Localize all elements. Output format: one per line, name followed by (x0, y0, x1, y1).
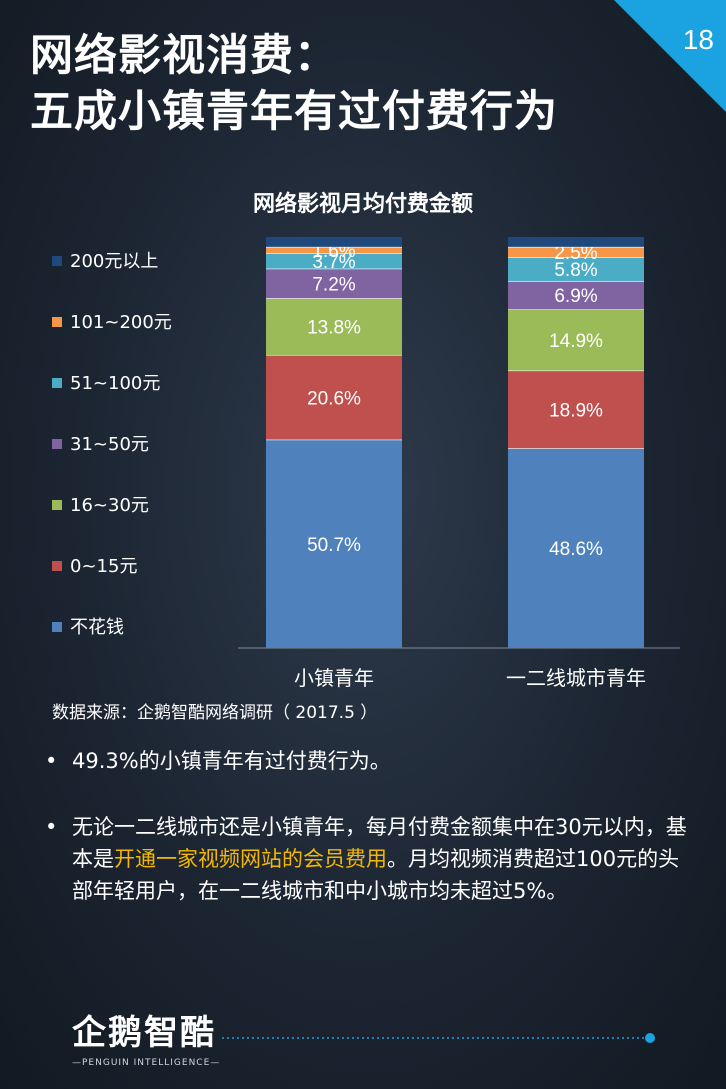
logo-subtext: —PENGUIN INTELLIGENCE— (72, 1058, 221, 1068)
bullet-item: • 49.3%的小镇青年有过付费行为。 (40, 745, 700, 777)
data-label: 18.9% (549, 400, 603, 421)
data-label: 7.2% (312, 274, 355, 295)
legend-swatch (52, 561, 62, 571)
title-line-2: 五成小镇青年有过付费行为 (30, 87, 558, 137)
bar-segment (508, 370, 644, 449)
legend-swatch (52, 378, 62, 388)
bar-segment (266, 246, 402, 254)
legend-label: 200元以上 (70, 251, 158, 272)
brand-logo: 企鹅智酷 —PENGUIN INTELLIGENCE— (72, 1005, 222, 1068)
legend-label: 0~15元 (70, 556, 137, 577)
legend-swatch (52, 500, 62, 510)
bullet-text-post: 。月均视频消费超过100元的头部年轻用户，在一二线城市和中小城市均未超过5%。 (72, 847, 680, 903)
corner-triangle-icon (614, 0, 726, 112)
bullet-highlight: 开通一家视频网站的会员费用 (114, 847, 387, 871)
category-label: 小镇青年 (294, 666, 374, 690)
bar-segment (508, 309, 644, 371)
bar-segment (508, 257, 644, 281)
page-number: 18 (682, 24, 714, 55)
legend-label: 51~100元 (70, 373, 160, 394)
data-label: 50.7% (307, 535, 361, 556)
data-label: 3.7% (312, 252, 355, 273)
decorative-dotted-line (222, 1033, 655, 1043)
legend-swatch (52, 317, 62, 327)
stacked-bar-chart: 50.7%20.6%13.8%7.2%3.7%1.6%小镇青年48.6%18.9… (52, 237, 680, 690)
bar-segment (266, 268, 402, 299)
data-label: 48.6% (549, 539, 603, 560)
page-title: 网络影视消费： 五成小镇青年有过付费行为 (30, 28, 590, 140)
bullet-item: • 无论一二线城市还是小镇青年，每月付费金额集中在30元以内，基本是开通一家视频… (40, 811, 700, 907)
bullet-marker: • (45, 749, 58, 773)
bar-segment (508, 280, 644, 310)
bar-segment (508, 237, 644, 247)
bar-segment (266, 253, 402, 269)
bullet-marker: • (45, 815, 58, 839)
bullet-list: • 49.3%的小镇青年有过付费行为。 • 无论一二线城市还是小镇青年，每月付费… (40, 745, 700, 941)
bar-segment (266, 237, 402, 247)
bar-segment (508, 448, 644, 648)
legend-swatch (52, 256, 62, 266)
data-label: 6.9% (554, 286, 597, 307)
line-end-dot-icon (645, 1033, 655, 1043)
bar-segment (266, 439, 402, 648)
bar-segment (266, 354, 402, 440)
chart-title: 网络影视月均付费金额 (252, 192, 473, 217)
data-label: 5.8% (554, 260, 597, 281)
data-label: 13.8% (307, 318, 361, 339)
data-label: 2.5% (554, 243, 597, 264)
legend-swatch (52, 439, 62, 449)
legend-label: 16~30元 (70, 495, 149, 516)
data-label: 20.6% (307, 388, 361, 409)
bullet-text-pre: 无论一二线城市还是小镇青年，每月付费金额集中在30元以内，基本是 (72, 815, 687, 871)
logo-text: 企鹅智酷 (72, 1013, 216, 1053)
legend-label: 31~50元 (70, 434, 149, 455)
title-line-1: 网络影视消费： (30, 31, 338, 81)
page-corner-badge: 18 (614, 0, 726, 112)
legend-swatch (52, 622, 62, 632)
category-label: 一二线城市青年 (506, 666, 646, 690)
bar-segment (266, 298, 402, 355)
bar-segment (508, 246, 644, 258)
data-source: 数据来源：企鹅智酷网络调研（ 2017.5 ） (52, 703, 378, 723)
legend-label: 101~200元 (70, 312, 172, 333)
data-label: 14.9% (549, 331, 603, 352)
bullet-text: 49.3%的小镇青年有过付费行为。 (72, 749, 391, 773)
legend-label: 不花钱 (70, 617, 124, 638)
